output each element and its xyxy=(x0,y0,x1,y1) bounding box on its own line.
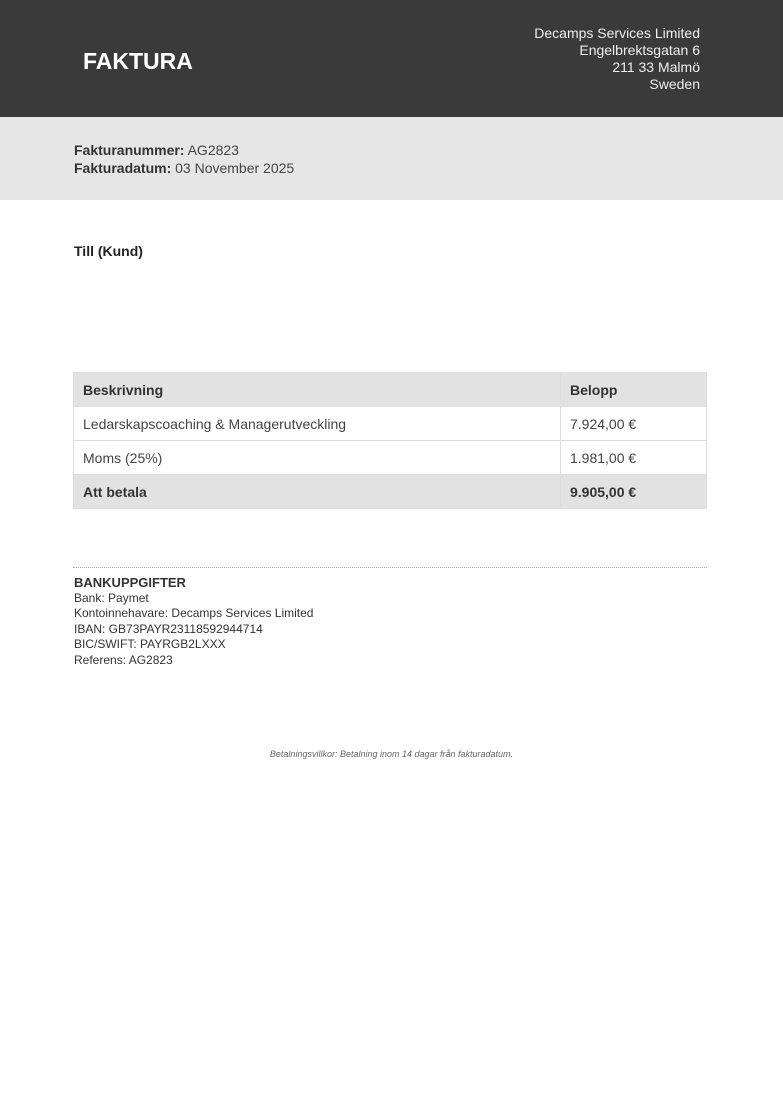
line-items-table: Beskrivning Belopp Ledarskapscoaching & … xyxy=(73,372,707,509)
divider xyxy=(73,567,707,568)
invoice-title: FAKTURA xyxy=(83,48,193,74)
invoice-meta: Fakturanummer: AG2823 Fakturadatum: 03 N… xyxy=(0,117,783,200)
total-label: Att betala xyxy=(73,474,561,509)
payment-terms: Betalningsvillkor: Betalning inom 14 dag… xyxy=(269,749,514,759)
invoice-number-label: Fakturanummer: xyxy=(74,142,185,158)
row-amount: 1.981,00 € xyxy=(560,440,707,475)
total-amount: 9.905,00 € xyxy=(560,474,707,509)
row-description: Moms (25%) xyxy=(73,440,561,475)
header-amount: Belopp xyxy=(560,372,707,407)
row-description: Ledarskapscoaching & Managerutveckling xyxy=(73,406,561,441)
invoice-date: Fakturadatum: 03 November 2025 xyxy=(74,159,294,177)
invoice-number-value: AG2823 xyxy=(187,142,239,158)
iban: IBAN: GB73PAYR23118592944714 xyxy=(74,621,263,636)
account-holder: Kontoinnehavare: Decamps Services Limite… xyxy=(74,606,314,620)
company-name: Decamps Services Limited xyxy=(534,25,700,41)
company-address: Decamps Services Limited Engelbrektsgata… xyxy=(534,25,700,93)
invoice-number: Fakturanummer: AG2823 xyxy=(74,141,294,159)
bank-details: BANKUPPGIFTER Bank: Paymet Kontoinnehava… xyxy=(74,575,313,668)
header-band: FAKTURA Decamps Services Limited Engelbr… xyxy=(0,0,783,117)
company-city: 211 33 Malmö xyxy=(612,59,700,75)
table-row: Ledarskapscoaching & Managerutveckling 7… xyxy=(73,406,707,441)
company-street: Engelbrektsgatan 6 xyxy=(579,42,700,58)
bic-swift: BIC/SWIFT: PAYRGB2LXXX xyxy=(74,637,226,651)
company-country: Sweden xyxy=(649,76,700,92)
bank-name: Bank: Paymet xyxy=(74,590,149,605)
invoice-date-label: Fakturadatum: xyxy=(74,160,172,176)
reference: Referens: AG2823 xyxy=(74,652,173,667)
row-amount: 7.924,00 € xyxy=(560,406,707,441)
total-row: Att betala 9.905,00 € xyxy=(73,474,707,509)
bank-heading: BANKUPPGIFTER xyxy=(74,575,186,590)
table-row: Moms (25%) 1.981,00 € xyxy=(73,440,707,475)
invoice-date-value: 03 November 2025 xyxy=(175,160,295,176)
customer-label: Till (Kund) xyxy=(74,243,143,259)
table-header-row: Beskrivning Belopp xyxy=(73,372,707,407)
header-description: Beskrivning xyxy=(73,372,561,407)
